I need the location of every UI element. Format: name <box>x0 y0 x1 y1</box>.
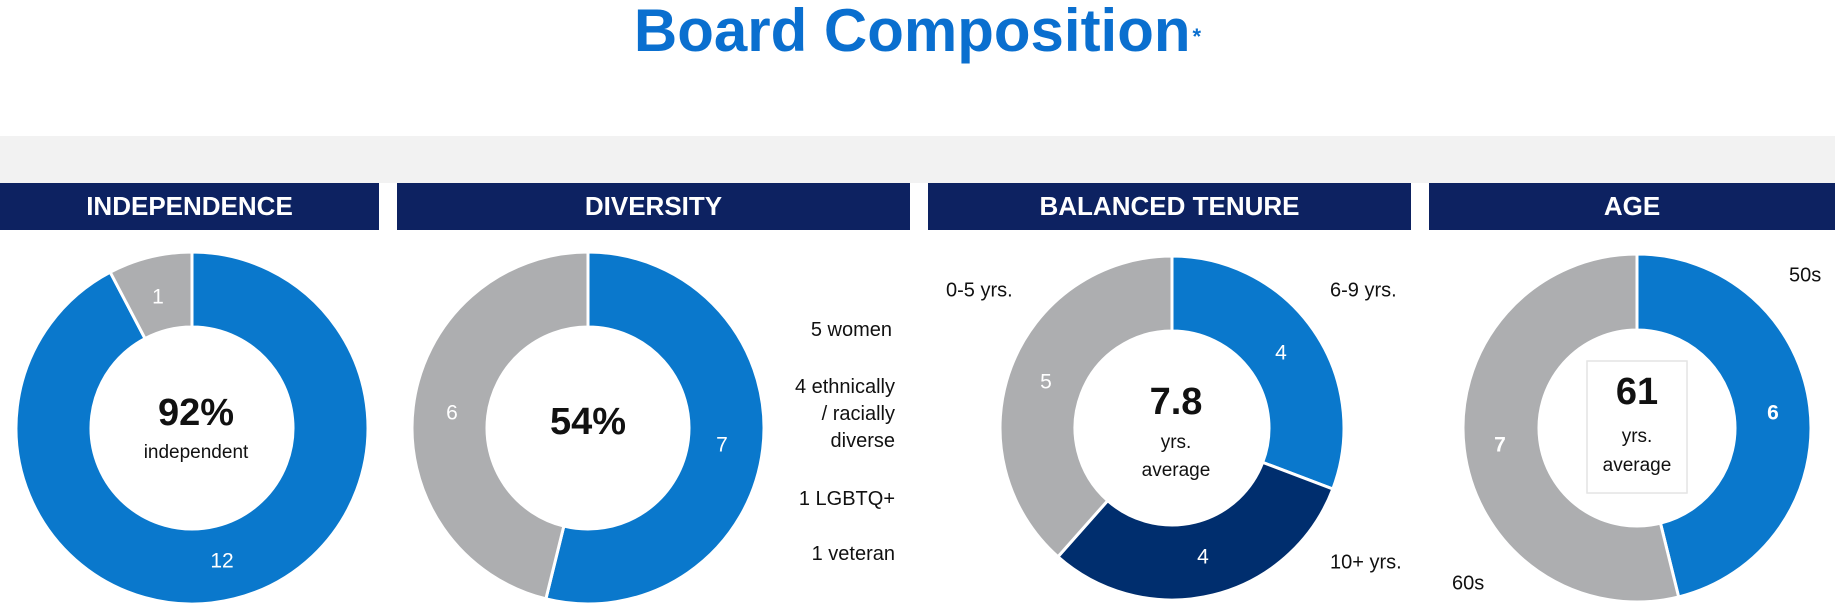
age-category-label-50s: 50s <box>1789 264 1821 286</box>
balanced-tenure-category-label-10-yrs: 10+ yrs. <box>1330 551 1402 573</box>
diversity-annotation-lgbtq: 1 LGBTQ+ <box>798 488 895 510</box>
diversity-slice-1 <box>544 250 766 606</box>
page-title-text: Board Composition <box>633 0 1191 64</box>
balanced-tenure-slice-2-value-label: 4 <box>1197 546 1209 569</box>
balanced-tenure-center-caption-line-1: yrs. <box>1161 432 1192 453</box>
balanced-tenure-header: BALANCED TENURE <box>928 183 1411 230</box>
age-center-caption-line-2: average <box>1603 455 1672 476</box>
diversity-annotation-ethnically-diverse-line-1: 4 ethnically <box>794 376 895 398</box>
age-center-box <box>1586 360 1688 494</box>
balanced-tenure-slice-1-value-label: 4 <box>1275 342 1287 365</box>
independence-header: INDEPENDENCE <box>0 183 379 230</box>
independence-slice-2 <box>108 250 194 341</box>
independence-center-caption-line-1: independent <box>144 442 249 463</box>
age-category-label-60s: 60s <box>1452 572 1484 594</box>
age-slice-1-value-label: 6 <box>1767 402 1779 425</box>
balanced-tenure-center-value: 7.8 <box>1150 381 1203 423</box>
diversity-annotation-veteran: 1 veteran <box>811 543 895 565</box>
diversity-header: DIVERSITY <box>397 183 910 230</box>
diversity-slice-1-value-label: 7 <box>716 434 728 457</box>
independence-slice-2-value-label: 1 <box>152 286 164 309</box>
page-title: Board Composition* <box>0 0 1835 70</box>
diversity-center-value: 54% <box>550 401 626 443</box>
independence-center-value: 92% <box>158 392 234 434</box>
independence-slice-1-value-label: 12 <box>210 550 233 573</box>
diversity-slice-2 <box>410 250 590 601</box>
title-footnote-mark: * <box>1192 24 1202 49</box>
balanced-tenure-center-caption-line-2: average <box>1142 460 1211 481</box>
balanced-tenure-slice-2 <box>1055 460 1335 602</box>
balanced-tenure-category-label-0-5-yrs: 0-5 yrs. <box>946 279 1013 301</box>
header-band-background <box>0 136 1835 183</box>
age-slice-2-value-label: 7 <box>1494 434 1506 457</box>
diversity-annotation-ethnically-diverse-line-2: / racially <box>821 403 895 425</box>
diversity-annotation-ethnically-diverse: 4 ethnically / racially diverse <box>760 374 895 455</box>
independence-slice-1 <box>14 250 370 606</box>
age-center-caption-line-1: yrs. <box>1622 426 1653 447</box>
age-center-value: 61 <box>1616 371 1658 413</box>
diversity-slice-2-value-label: 6 <box>446 402 458 425</box>
balanced-tenure-slice-3 <box>998 254 1174 559</box>
balanced-tenure-slice-3-value-label: 5 <box>1040 371 1052 394</box>
diversity-annotation-ethnically-diverse-line-3: diverse <box>830 430 895 452</box>
balanced-tenure-category-label-6-9-yrs: 6-9 yrs. <box>1330 279 1397 301</box>
age-slice-2 <box>1461 252 1681 604</box>
age-slice-1 <box>1635 252 1813 599</box>
balanced-tenure-slice-1 <box>1170 254 1346 491</box>
diversity-annotation-women: 5 women <box>810 319 892 341</box>
age-header: AGE <box>1429 183 1835 230</box>
